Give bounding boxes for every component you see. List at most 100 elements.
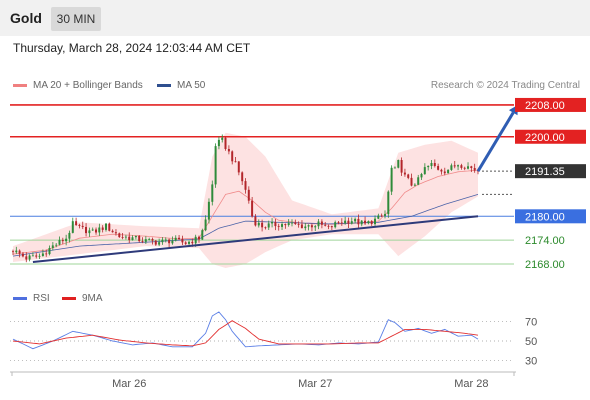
candle-body (138, 235, 141, 242)
candle-body (357, 218, 360, 225)
candle-body (144, 239, 147, 242)
candle-body (171, 240, 174, 244)
candle-body (95, 229, 97, 233)
candle-body (118, 233, 121, 237)
candle-body (91, 229, 94, 231)
candle-body (154, 240, 157, 245)
candle-body (470, 166, 473, 168)
candle-body (131, 237, 134, 241)
candle-body (188, 241, 190, 244)
candle-body (334, 222, 337, 228)
candle-body (324, 224, 327, 226)
price-label-box (515, 164, 586, 179)
x-tick-label: Mar 28 (454, 378, 488, 390)
candle-body (370, 221, 373, 224)
price-label-box (515, 129, 586, 144)
candle-body (194, 236, 197, 244)
candle-body (35, 255, 38, 257)
candle-body (393, 167, 396, 169)
candle-body (281, 224, 283, 227)
legend-rsi-swatch (13, 296, 27, 300)
candle-body (400, 160, 403, 173)
candle-body (344, 220, 347, 224)
candle-body (364, 220, 366, 224)
symbol-title: Gold (10, 10, 42, 26)
candle-body (463, 167, 466, 169)
candle-body (384, 214, 386, 216)
candle-body (320, 221, 323, 225)
candle-body (161, 239, 164, 243)
price-label-2168-00: 2168.00 (525, 259, 565, 271)
candle-body (310, 225, 313, 228)
candle-body (427, 165, 430, 168)
legend-ma20-label: MA 20 + Bollinger Bands (33, 80, 143, 91)
candle-body (114, 232, 117, 234)
candle-body (124, 236, 127, 238)
candle-body (128, 236, 131, 241)
candle-body (460, 165, 463, 168)
candle-body (45, 253, 48, 255)
rsi-9ma-line (12, 320, 479, 347)
candle-body (407, 174, 410, 178)
candle-body (440, 169, 443, 172)
candle-body (300, 224, 303, 229)
candle-body (367, 221, 370, 224)
candle-body (38, 255, 41, 257)
price-label-box (515, 209, 586, 224)
ma50-line (12, 194, 479, 257)
candle-body (307, 225, 310, 227)
candle-body (450, 165, 453, 170)
candle-body (207, 201, 210, 220)
candle-body (221, 137, 224, 140)
timeframe-button[interactable]: 30 MIN (51, 7, 101, 31)
datetime-label: Thursday, March 28, 2024 12:03:44 AM CET (13, 41, 251, 55)
candle-body (340, 222, 343, 224)
rsi-tick-70: 70 (525, 317, 537, 329)
candle-body (467, 166, 469, 169)
candle-body (184, 242, 187, 244)
candle-body (291, 222, 293, 224)
candle-body (88, 230, 91, 234)
candle-body (55, 244, 58, 246)
candle-body (473, 168, 476, 171)
candle-body (168, 239, 171, 244)
bollinger-band (13, 132, 478, 268)
rsi-line (12, 311, 479, 350)
price-label-2208-00: 2208.00 (525, 100, 565, 112)
candle-body (121, 237, 124, 238)
candle-body (204, 219, 207, 231)
candle-body (71, 221, 74, 233)
candle-body (201, 230, 204, 240)
legend-ma20: MA 20 + Bollinger Bands (13, 80, 143, 91)
candle-body (397, 160, 400, 168)
candle-body (198, 236, 200, 240)
candle-body (101, 227, 104, 230)
candle-body (224, 137, 227, 149)
candle-body (85, 227, 87, 234)
candle-body (354, 218, 357, 222)
candle-body (134, 235, 137, 238)
candle-body (58, 239, 61, 245)
candle-body (68, 232, 71, 239)
x-tick-label: Mar 27 (298, 378, 332, 390)
candle-body (417, 177, 420, 185)
candle-body (75, 221, 78, 225)
candle-body (231, 151, 234, 162)
candle-body (105, 223, 107, 230)
candle-body (244, 181, 247, 190)
candle-body (453, 165, 456, 167)
candle-body (380, 215, 383, 217)
candle-body (330, 226, 333, 228)
price-label-2200-00: 2200.00 (525, 132, 565, 144)
legend-ma20-swatch (13, 83, 27, 87)
candle-body (390, 167, 393, 192)
legend-rsi-label: RSI (33, 293, 50, 304)
legend-9ma-label: 9MA (82, 293, 103, 304)
candle-body (284, 224, 287, 226)
candle-body (241, 172, 244, 182)
legend-9ma: 9MA (62, 293, 103, 304)
candle-body (437, 166, 440, 170)
candle-body (413, 184, 416, 186)
candle-body (257, 222, 260, 226)
candle-body (51, 245, 54, 248)
